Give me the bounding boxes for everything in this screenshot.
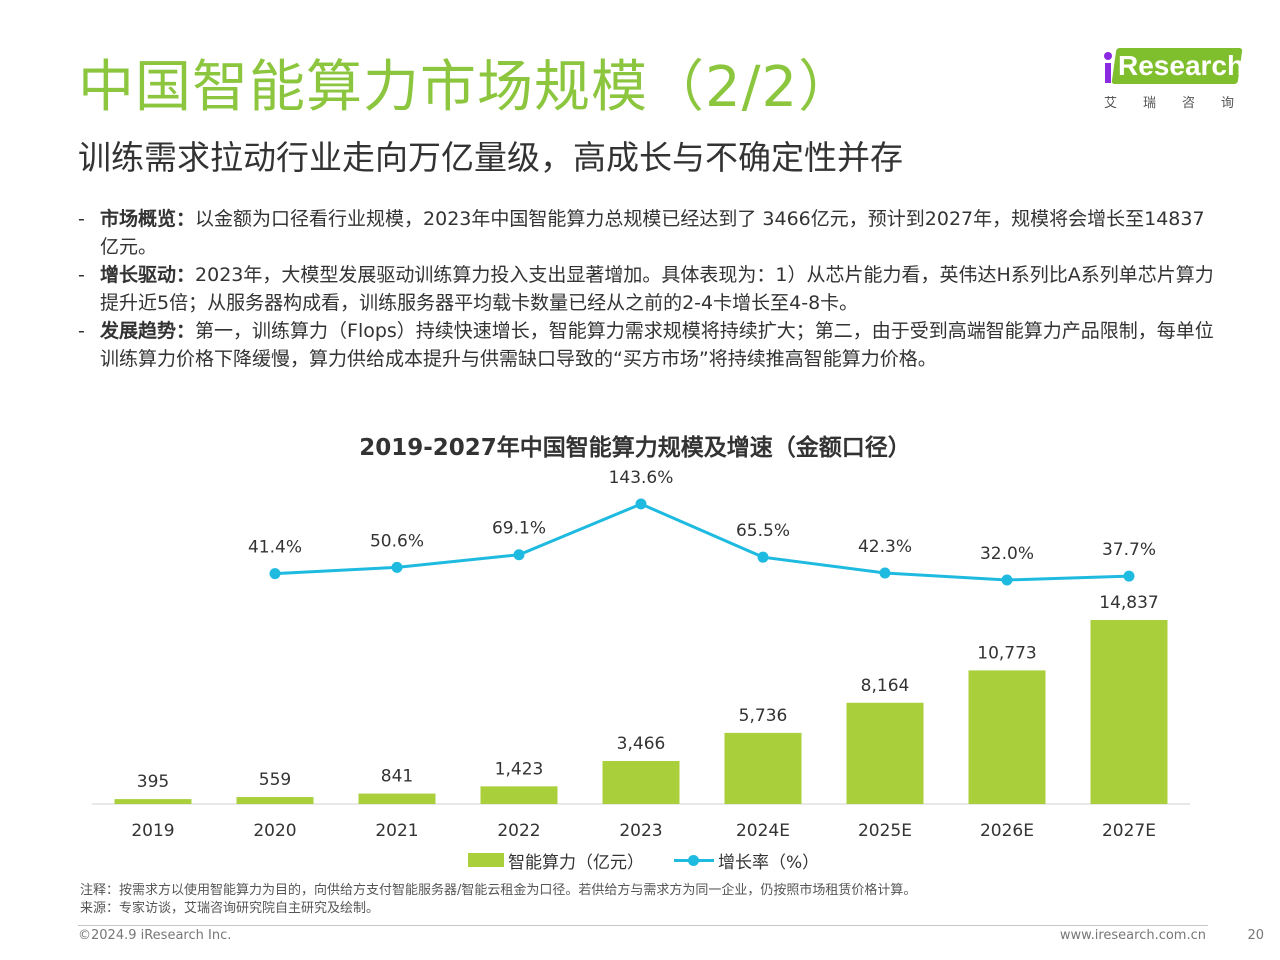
bullet-dash: -	[78, 208, 85, 230]
bar-2024E	[724, 732, 802, 804]
growth-point-2027E	[1123, 570, 1135, 582]
growth-label-2021: 50.6%	[370, 531, 424, 551]
x-tick-label-2026E: 2026E	[980, 821, 1034, 841]
logo-dot	[1104, 52, 1112, 60]
bar-value-label-2022: 1,423	[495, 759, 544, 779]
chart-title: 2019-2027年中国智能算力规模及增速（金额口径）	[359, 435, 911, 461]
growth-label-2024E: 65.5%	[736, 521, 790, 541]
x-tick-label-2019: 2019	[131, 821, 174, 841]
growth-rate-line	[274, 502, 1130, 582]
bar-2021	[358, 793, 436, 804]
chart-legend: 智能算力（亿元） 增长率（%）	[468, 847, 819, 873]
x-tick-label-2023: 2023	[619, 821, 662, 841]
bar-value-label-2019: 395	[137, 772, 169, 792]
bullet-text: 以金额为口径看行业规模，2023年中国智能算力总规模已经达到了 3466亿元，预…	[100, 208, 1205, 258]
bullet-label: 发展趋势：	[100, 320, 196, 342]
bar-2026E	[968, 670, 1046, 804]
growth-label-2020: 41.4%	[248, 538, 302, 558]
bullet-growth-drivers: - 增长驱动：2023年，大模型发展驱动训练算力投入支出显著增加。具体表现为：1…	[78, 261, 1218, 317]
x-tick-label-2027E: 2027E	[1102, 821, 1156, 841]
x-tick-label-2025E: 2025E	[858, 821, 912, 841]
legend-bar-label: 智能算力（亿元）	[508, 852, 644, 873]
bullet-text: 2023年，大模型发展驱动训练算力投入支出显著增加。具体表现为：1）从芯片能力看…	[100, 264, 1214, 314]
bullet-dash: -	[78, 264, 85, 286]
x-tick-label-2020: 2020	[253, 821, 296, 841]
page-title: 中国智能算力市场规模（2/2）	[78, 55, 856, 120]
growth-label-2023: 143.6%	[609, 468, 674, 488]
bar-2027E	[1090, 620, 1168, 804]
bar-value-label-2025E: 8,164	[861, 676, 910, 696]
legend-line-label: 增长率（%）	[718, 852, 820, 873]
bar-2025E	[846, 702, 924, 804]
growth-point-2022	[513, 549, 525, 561]
bullet-market-overview: - 市场概览：以金额为口径看行业规模，2023年中国智能算力总规模已经达到了 3…	[78, 205, 1218, 261]
growth-label-2022: 69.1%	[492, 519, 546, 539]
growth-point-2020	[269, 568, 281, 580]
bar-value-label-2020: 559	[259, 770, 291, 790]
bullet-text: 第一，训练算力（Flops）持续快速增长，智能算力需求规模将持续扩大；第二，由于…	[100, 320, 1214, 370]
iresearch-logo: Research 艾瑞咨询	[1100, 42, 1250, 112]
combo-chart: 395 2019 559 2020 841 2021 1,423 2022 3,466 2023 5…	[92, 468, 1190, 841]
bullet-development-trend: - 发展趋势：第一，训练算力（Flops）持续快速增长，智能算力需求规模将持续扩…	[78, 317, 1218, 373]
growth-label-2027E: 37.7%	[1102, 540, 1156, 560]
copyright: ©2024.9 iResearch Inc.	[78, 928, 232, 943]
bar-value-label-2027E: 14,837	[1099, 593, 1158, 613]
bar-value-label-2024E: 5,736	[739, 706, 788, 726]
bar-2023	[602, 761, 680, 804]
bullet-list: - 市场概览：以金额为口径看行业规模，2023年中国智能算力总规模已经达到了 3…	[78, 205, 1218, 373]
logo-stem	[1105, 63, 1111, 83]
growth-label-2025E: 42.3%	[858, 537, 912, 557]
legend-bar-swatch	[468, 853, 504, 867]
bullet-label: 市场概览：	[100, 208, 196, 230]
growth-label-2026E: 32.0%	[980, 544, 1034, 564]
bar-value-label-2023: 3,466	[617, 734, 666, 754]
x-tick-label-2021: 2021	[375, 821, 418, 841]
growth-point-2023	[635, 498, 647, 510]
bullet-label: 增长驱动：	[100, 264, 196, 286]
growth-point-2025E	[879, 567, 891, 579]
bar-2022	[480, 786, 558, 804]
x-tick-label-2024E: 2024E	[736, 821, 790, 841]
bar-2019	[114, 799, 192, 804]
page-number: 20	[1247, 928, 1264, 943]
bar-value-label-2021: 841	[381, 767, 413, 787]
bar-value-label-2026E: 10,773	[977, 643, 1036, 663]
growth-point-2024E	[757, 551, 769, 563]
growth-point-2026E	[1001, 574, 1013, 586]
footnote: 注释：按需求方以使用智能算力为目的，向供给方支付智能服务器/智能云租金为口径。若…	[80, 882, 916, 918]
x-tick-label-2022: 2022	[497, 821, 540, 841]
website: www.iresearch.com.cn	[1059, 928, 1206, 943]
page-subtitle: 训练需求拉动行业走向万亿量级，高成长与不确定性并存	[78, 138, 903, 177]
bullet-dash: -	[78, 320, 85, 342]
footnote-note: 注释：按需求方以使用智能算力为目的，向供给方支付智能服务器/智能云租金为口径。若…	[80, 883, 917, 898]
logo-text: Research	[1118, 50, 1245, 81]
bar-2020	[236, 797, 314, 804]
growth-point-2021	[391, 561, 403, 573]
legend-line-swatch	[674, 853, 714, 867]
footer-divider	[78, 925, 1208, 926]
logo-subtitle: 艾瑞咨询	[1104, 96, 1261, 111]
footnote-source: 来源：专家访谈，艾瑞咨询研究院自主研究及绘制。	[80, 901, 380, 916]
